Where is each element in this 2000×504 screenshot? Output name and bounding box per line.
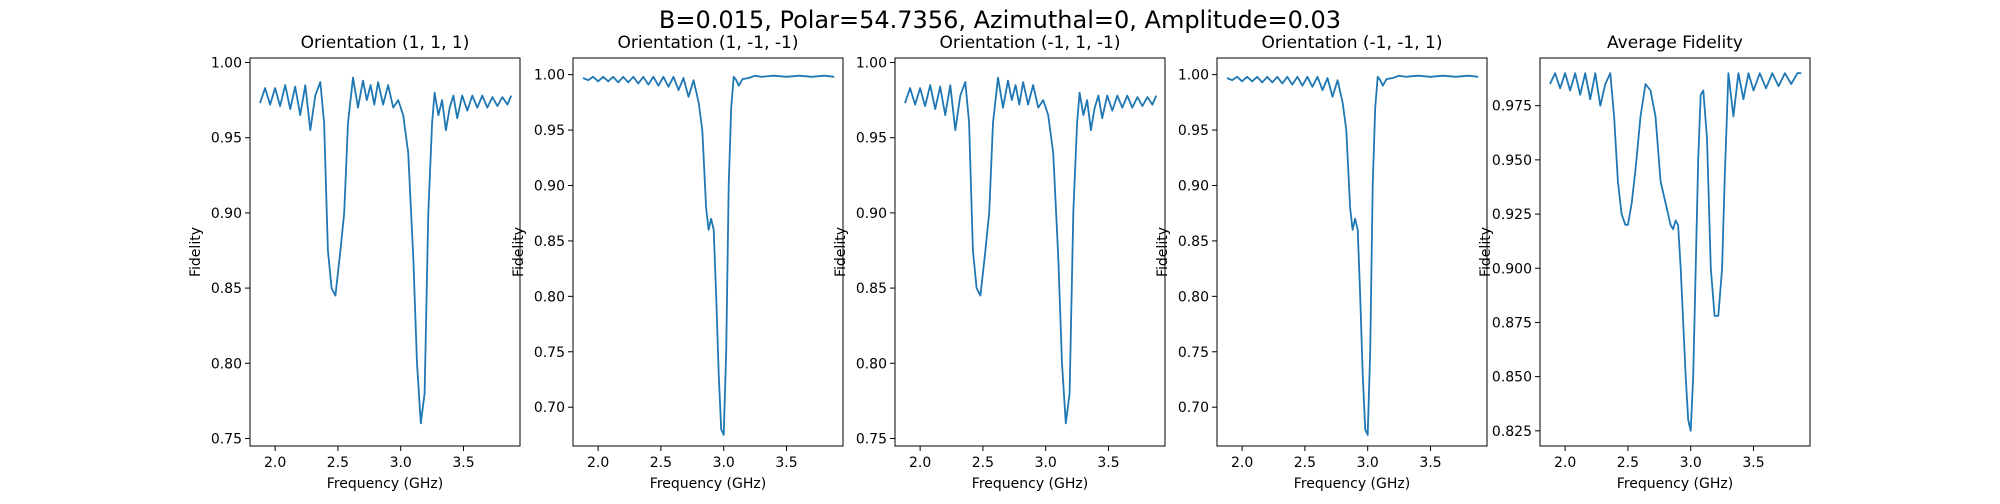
x-tick-label: 3.0 <box>1357 455 1379 471</box>
y-tick-label: 0.925 <box>1492 207 1532 223</box>
y-tick-label: 0.85 <box>1178 234 1209 250</box>
y-tick-label: 1.00 <box>1178 68 1209 84</box>
y-axis-label: Fidelity <box>1478 227 1494 277</box>
x-tick-label: 3.5 <box>775 455 797 471</box>
plot-frame <box>249 57 521 447</box>
y-tick-label: 0.80 <box>211 356 242 372</box>
y-tick-label: 0.75 <box>1178 345 1209 361</box>
x-tick-label: 3.5 <box>1097 455 1119 471</box>
y-tick-label: 0.875 <box>1492 315 1532 331</box>
y-tick-label: 0.85 <box>211 281 242 297</box>
x-tick-label: 2.0 <box>1231 455 1253 471</box>
x-tick-label: 2.0 <box>909 455 931 471</box>
y-tick-label: 0.825 <box>1492 424 1532 440</box>
y-tick-label: 0.75 <box>534 345 565 361</box>
plot-frame <box>1216 57 1488 447</box>
y-tick-label: 0.950 <box>1492 153 1532 169</box>
y-tick-label: 0.85 <box>856 281 887 297</box>
y-axis-label: Fidelity <box>511 227 527 277</box>
x-tick-label: 2.5 <box>650 455 672 471</box>
x-tick-label: 2.5 <box>1617 455 1639 471</box>
y-tick-label: 0.80 <box>856 356 887 372</box>
y-tick-label: 1.00 <box>534 68 565 84</box>
y-tick-label: 1.00 <box>856 56 887 72</box>
subplot-title: Orientation (1, 1, 1) <box>301 33 470 53</box>
y-tick-label: 0.70 <box>534 400 565 416</box>
x-tick-label: 2.0 <box>264 455 286 471</box>
x-tick-label: 3.0 <box>1680 455 1702 471</box>
x-tick-label: 3.0 <box>390 455 412 471</box>
y-tick-label: 1.00 <box>211 56 242 72</box>
y-tick-label: 0.70 <box>1178 400 1209 416</box>
y-tick-label: 0.850 <box>1492 370 1532 386</box>
x-tick-label: 2.5 <box>327 455 349 471</box>
subplot-5: Average Fidelity Frequency (GHz) Fidelity 2… <box>1478 33 1811 492</box>
series-line-1 <box>904 76 1158 425</box>
subplot-4: Orientation (-1, -1, 1) Frequency (GHz) Fi… <box>1155 33 1488 492</box>
y-tick-label: 0.95 <box>534 123 565 139</box>
subplot-1: Orientation (1, 1, 1) Frequency (GHz) Fide… <box>188 33 521 492</box>
series-line-1 <box>259 76 513 425</box>
y-tick-label: 0.95 <box>211 131 242 147</box>
x-axis-label: Frequency (GHz) <box>650 476 766 492</box>
y-tick-label: 0.80 <box>1178 289 1209 305</box>
x-axis-label: Frequency (GHz) <box>327 476 443 492</box>
y-tick-label: 0.90 <box>856 206 887 222</box>
series-line-1 <box>1226 74 1479 436</box>
series-line-1 <box>582 74 835 436</box>
x-axis-label: Frequency (GHz) <box>1294 476 1410 492</box>
plot-frame <box>894 57 1166 447</box>
x-tick-label: 2.5 <box>1294 455 1316 471</box>
subplot-title: Orientation (-1, -1, 1) <box>1262 33 1443 53</box>
x-tick-label: 2.5 <box>972 455 994 471</box>
x-tick-label: 2.0 <box>1554 455 1576 471</box>
x-axis-label: Frequency (GHz) <box>1617 476 1733 492</box>
subplot-3: Orientation (-1, 1, -1) Frequency (GHz) Fi… <box>833 33 1166 492</box>
x-tick-label: 3.5 <box>452 455 474 471</box>
y-axis-label: Fidelity <box>1155 227 1171 277</box>
x-tick-label: 2.0 <box>587 455 609 471</box>
y-tick-label: 0.85 <box>534 234 565 250</box>
y-tick-label: 0.900 <box>1492 261 1532 277</box>
plot-frame <box>1539 57 1811 447</box>
y-tick-label: 0.95 <box>1178 123 1209 139</box>
y-tick-label: 0.90 <box>1178 178 1209 194</box>
x-tick-label: 3.0 <box>1035 455 1057 471</box>
x-tick-label: 3.5 <box>1419 455 1441 471</box>
series-line-1 <box>1549 72 1802 432</box>
figure-suptitle: B=0.015, Polar=54.7356, Azimuthal=0, Amp… <box>658 6 1342 34</box>
plot-frame <box>572 57 844 447</box>
subplot-title: Orientation (-1, 1, -1) <box>940 33 1121 53</box>
subplot-2: Orientation (1, -1, -1) Frequency (GHz) Fi… <box>511 33 844 492</box>
x-axis-label: Frequency (GHz) <box>972 476 1088 492</box>
y-tick-label: 0.95 <box>856 131 887 147</box>
y-tick-label: 0.90 <box>211 206 242 222</box>
y-axis-label: Fidelity <box>833 227 849 277</box>
y-tick-label: 0.75 <box>856 431 887 447</box>
y-tick-label: 0.90 <box>534 178 565 194</box>
subplot-title: Orientation (1, -1, -1) <box>618 33 799 53</box>
y-tick-label: 0.80 <box>534 289 565 305</box>
y-axis-label: Fidelity <box>188 227 204 277</box>
y-tick-label: 0.975 <box>1492 99 1532 115</box>
y-tick-label: 0.75 <box>211 431 242 447</box>
subplot-title: Average Fidelity <box>1607 33 1743 53</box>
x-tick-label: 3.5 <box>1742 455 1764 471</box>
x-tick-label: 3.0 <box>713 455 735 471</box>
